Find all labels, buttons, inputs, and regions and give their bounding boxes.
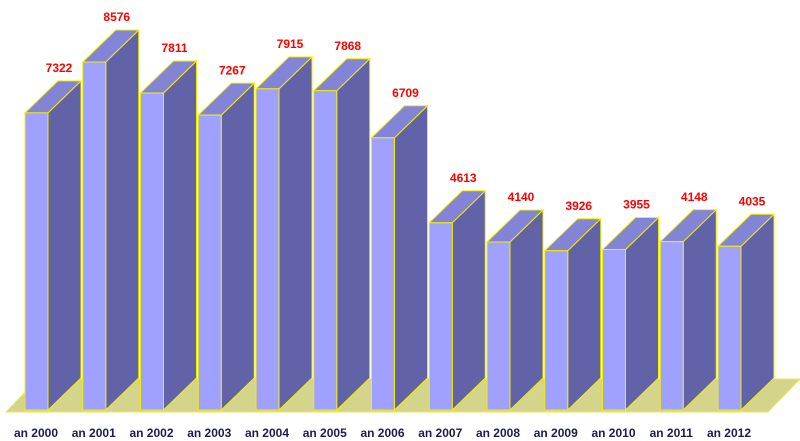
x-tick-label: an 2003: [187, 426, 231, 440]
bar-side: [740, 213, 775, 412]
value-label: 7868: [334, 39, 361, 53]
bar: [197, 114, 222, 411]
x-tick-label: an 2009: [534, 426, 578, 440]
bar-side: [105, 28, 140, 412]
x-tick-label: an 2011: [650, 426, 694, 440]
x-tick-label: an 2008: [476, 426, 520, 440]
value-label: 6709: [392, 86, 419, 100]
x-tick-label: an 2002: [129, 426, 173, 440]
bar-side: [682, 208, 717, 412]
bar-side: [163, 59, 197, 412]
bar-side: [394, 104, 428, 412]
bar: [602, 249, 626, 411]
bar: [24, 112, 49, 411]
value-label: 7267: [219, 63, 246, 77]
x-tick-label: an 2000: [14, 426, 58, 440]
value-label: 7322: [46, 61, 73, 75]
bar-side: [567, 217, 602, 412]
bar: [428, 222, 453, 411]
bar-side: [451, 189, 486, 412]
bar: [371, 137, 395, 411]
x-tick-label: an 2012: [707, 426, 751, 440]
value-label: 3926: [565, 199, 592, 213]
x-tick-label: an 2001: [72, 426, 116, 440]
bar-side: [47, 79, 82, 412]
x-tick-label: an 2010: [591, 426, 635, 440]
bar-side: [278, 55, 313, 412]
bar-side: [509, 208, 544, 412]
value-label: 4140: [508, 190, 535, 204]
bar: [255, 88, 280, 411]
bar: [486, 241, 511, 411]
value-label: 7915: [277, 37, 304, 51]
x-tick-label: an 2007: [418, 426, 462, 440]
x-tick-label: an 2004: [245, 426, 289, 440]
bar: [544, 250, 569, 411]
bar: [717, 245, 742, 411]
bar-side: [336, 57, 371, 412]
value-label: 4148: [681, 190, 708, 204]
value-label: 4613: [450, 171, 477, 185]
bar-side: [625, 216, 659, 412]
bar: [313, 90, 338, 411]
bar-side: [220, 81, 255, 412]
bar: [82, 61, 107, 411]
x-tick-label: an 2005: [303, 426, 347, 440]
value-label: 8576: [103, 10, 130, 24]
x-tick-label: an 2006: [360, 426, 404, 440]
value-label: 7811: [161, 41, 187, 55]
bar: [659, 241, 684, 411]
value-label: 4035: [739, 194, 766, 208]
bar: [140, 92, 164, 411]
value-label: 3955: [623, 198, 650, 212]
